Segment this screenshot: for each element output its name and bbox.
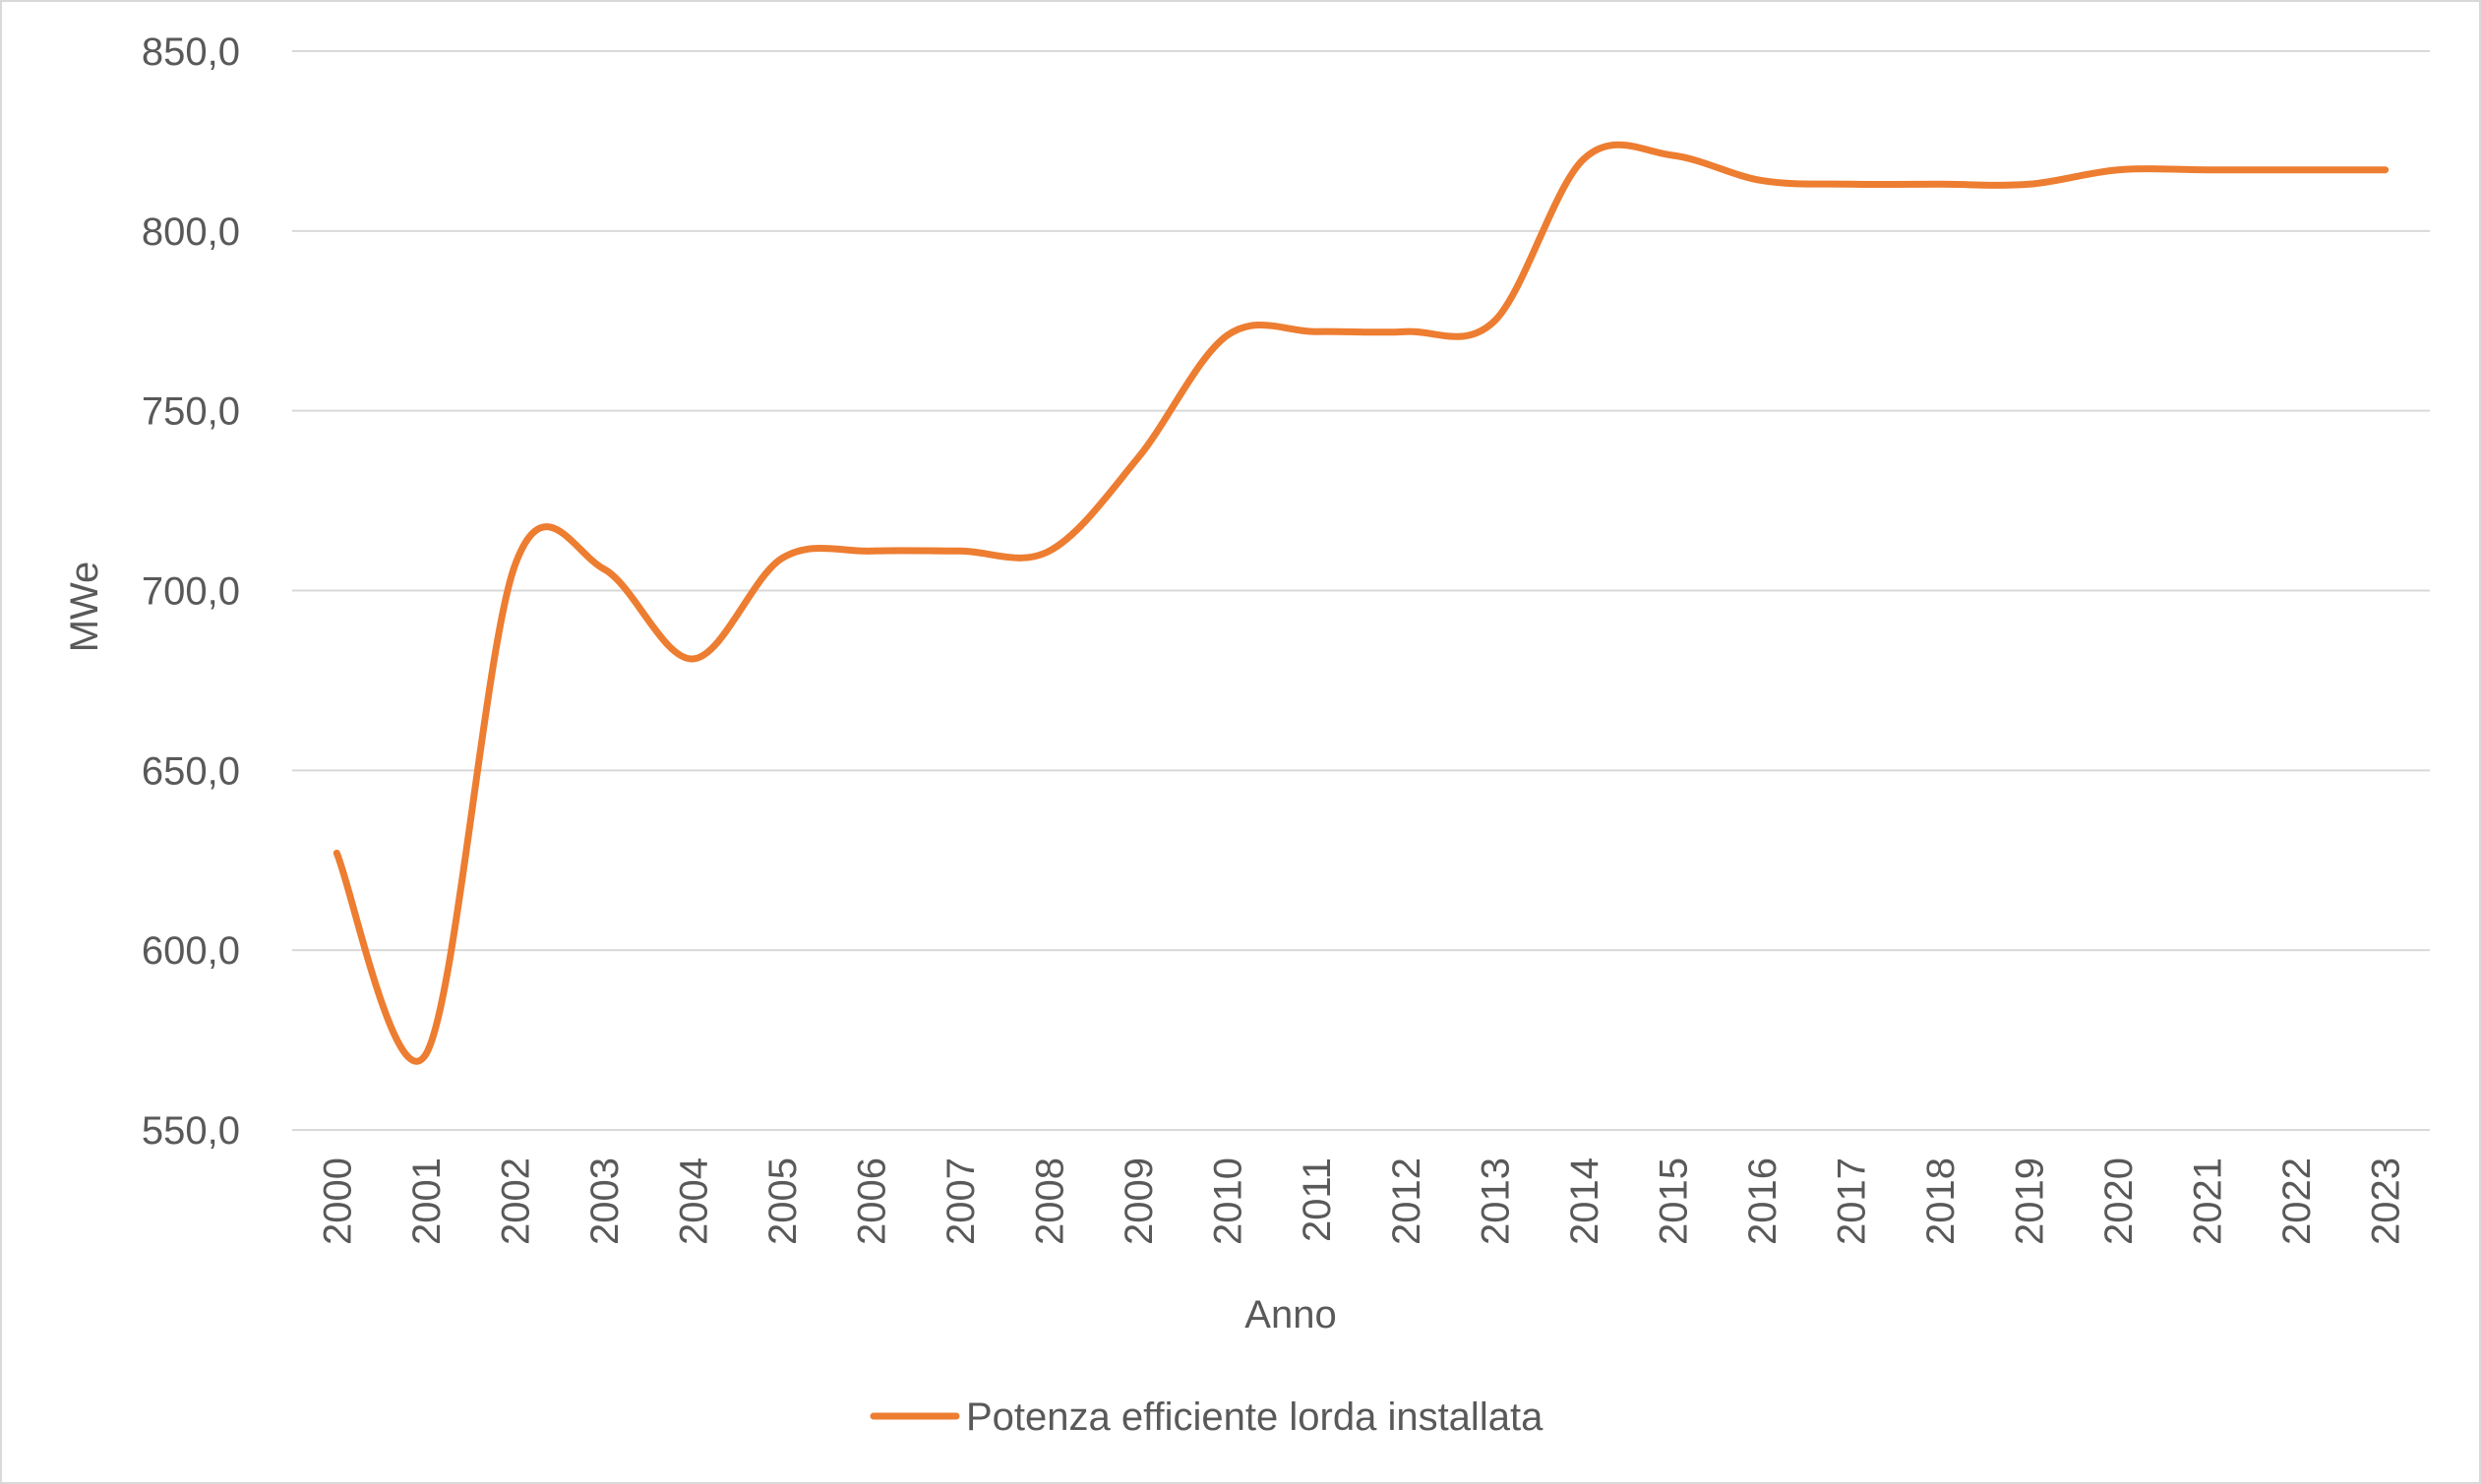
x-axis-title: Anno (1244, 1293, 1336, 1336)
legend-label: Potenza efficiente lorda installata (966, 1395, 1543, 1439)
x-tick-label: 2019 (2009, 1158, 2052, 1245)
x-tick-label: 2018 (1919, 1158, 1963, 1245)
y-tick-label: 550,0 (142, 1109, 240, 1153)
x-tick-label: 2003 (583, 1158, 627, 1245)
y-tick-label: 700,0 (142, 570, 240, 614)
y-axis-ticks: 550,0 600,0 650,0 700,0 750,0 800,0 850,0 (142, 30, 240, 1153)
y-tick-label: 800,0 (142, 210, 240, 254)
x-tick-label: 2015 (1652, 1158, 1695, 1245)
x-tick-label: 2012 (1385, 1158, 1428, 1245)
y-tick-label: 750,0 (142, 390, 240, 434)
x-tick-label: 2021 (2187, 1158, 2230, 1245)
x-tick-label: 2016 (1741, 1158, 1785, 1245)
x-tick-label: 2009 (1118, 1158, 1161, 1245)
x-tick-label: 2023 (2365, 1158, 2408, 1245)
series-line (333, 141, 2390, 1065)
gridlines (292, 50, 2430, 1131)
y-axis-title: MWe (63, 562, 106, 653)
series-lines (333, 141, 2390, 1065)
x-tick-label: 2014 (1563, 1158, 1606, 1245)
y-tick-label: 650,0 (142, 749, 240, 793)
x-tick-label: 2002 (494, 1158, 537, 1245)
y-tick-label: 600,0 (142, 929, 240, 973)
x-tick-label: 2022 (2275, 1158, 2319, 1245)
x-tick-label: 2010 (1207, 1158, 1250, 1245)
x-tick-label: 2005 (761, 1158, 805, 1245)
x-tick-label: 2000 (316, 1158, 359, 1245)
x-tick-label: 2008 (1029, 1158, 1072, 1245)
y-tick-label: 850,0 (142, 30, 240, 74)
x-tick-label: 2004 (672, 1158, 715, 1245)
x-tick-label: 2011 (1296, 1158, 1339, 1242)
legend: Potenza efficiente lorda installata (870, 1395, 1543, 1439)
x-tick-label: 2013 (1474, 1158, 1517, 1245)
x-tick-label: 2006 (851, 1158, 894, 1245)
x-axis-ticks: 2000 2001 2002 2003 2004 2005 2006 2007 2008 2009… (316, 1158, 2407, 1245)
x-tick-label: 2017 (1830, 1158, 1873, 1245)
x-tick-label: 2001 (405, 1158, 449, 1245)
x-tick-label: 2007 (939, 1158, 983, 1245)
x-tick-label: 2020 (2097, 1158, 2141, 1245)
